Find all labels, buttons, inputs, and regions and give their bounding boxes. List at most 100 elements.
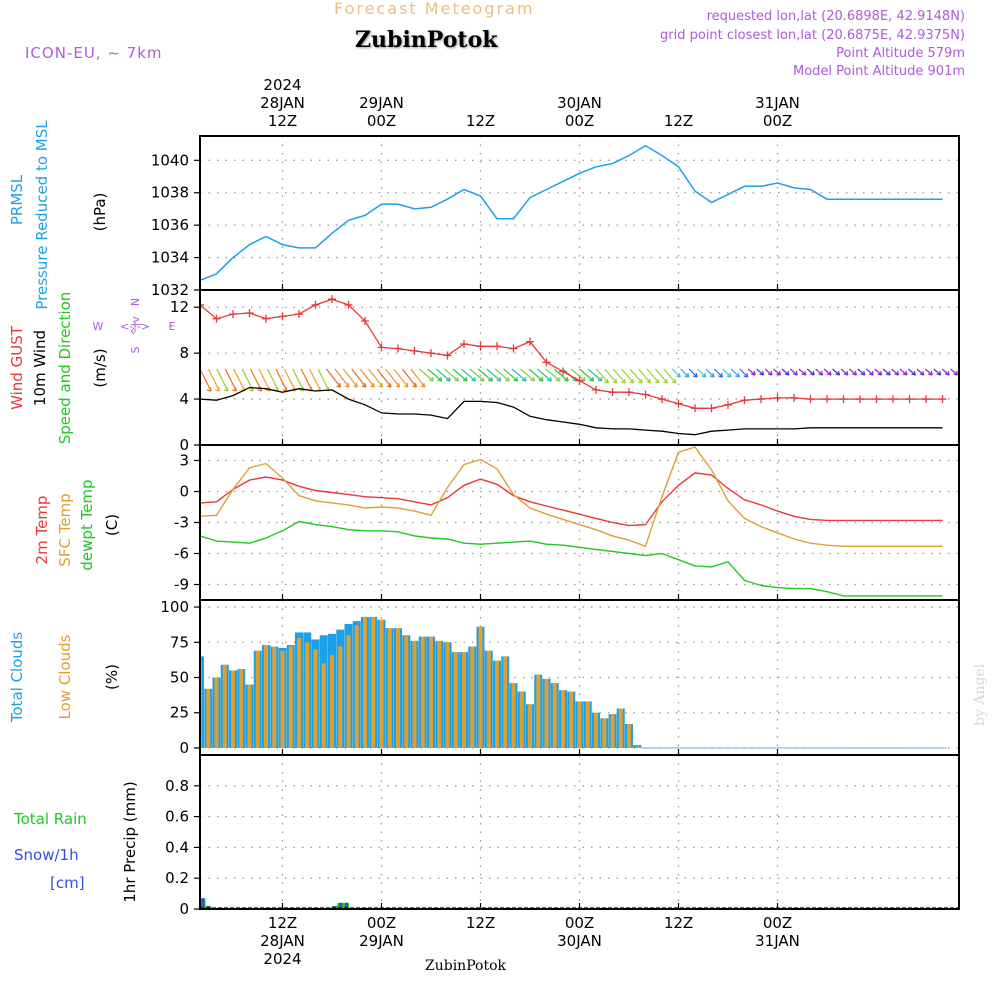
wind-arrow — [224, 368, 237, 392]
panel-wind: 0 4 8 12 — [170, 289, 960, 454]
bottom-axis-label-line — [639, 932, 719, 950]
gust-marker — [658, 395, 666, 404]
top-axis-label-line — [639, 94, 719, 112]
wind-arrow — [317, 368, 330, 392]
cloud-bar-low — [577, 701, 582, 748]
wind-arrow-head — [729, 372, 732, 378]
wind-arrow-head — [726, 375, 732, 378]
cloud-bar-low — [470, 646, 475, 748]
cloud-bar-low — [297, 638, 301, 748]
gust-marker — [790, 393, 798, 402]
wind-arrow-head — [217, 386, 221, 392]
wind-arrow — [418, 368, 434, 382]
wind-arrow-head — [674, 378, 677, 384]
wind-arrow-head — [223, 389, 229, 392]
wind-arrow-head — [863, 370, 866, 376]
gust-marker — [707, 404, 716, 413]
wind-arrow — [486, 368, 502, 382]
model-altitude: Model Point Altitude 901m — [793, 64, 965, 79]
wind-arrow-head — [821, 370, 824, 376]
gust-marker — [922, 395, 930, 404]
wind-arrow — [536, 368, 552, 382]
ylabel-temperature: (C) — [103, 514, 121, 536]
wind-arrow-head — [676, 375, 681, 378]
top-axis-label-line: 31JAN — [755, 94, 800, 112]
gust-marker — [641, 390, 650, 399]
wind-arrow-head — [720, 372, 724, 378]
cloud-bar-low — [206, 688, 211, 748]
gust-marker — [542, 358, 551, 367]
top-axis-label-line: 00Z — [564, 112, 595, 130]
wind-arrow-head — [555, 379, 560, 382]
gust-marker — [427, 349, 435, 358]
wind-arrow-head — [299, 389, 304, 392]
gust-marker — [839, 395, 848, 404]
y-tick-label: -3 — [174, 514, 189, 532]
wind-arrow-head — [583, 376, 586, 382]
wind-arrow-head — [412, 385, 417, 388]
wind-arrow-head — [695, 372, 698, 378]
wind-arrow-head — [479, 379, 485, 382]
wind-arrow-head — [629, 381, 634, 384]
cloud-bar-low — [503, 656, 508, 748]
wind-arrow-head — [787, 370, 790, 376]
wind-arrow — [300, 368, 313, 392]
cloud-bar-low — [610, 714, 615, 748]
gust-marker — [443, 351, 452, 360]
gust-marker — [262, 314, 270, 323]
wind-arrow-head — [709, 375, 715, 378]
cloud-bar-low — [272, 646, 277, 748]
wind-arrow-head — [397, 382, 401, 388]
wind-arrow — [342, 368, 358, 388]
series-line-gust — [200, 298, 943, 409]
y-tick-label: 0.4 — [165, 838, 189, 856]
y-tick-label: 100 — [160, 598, 189, 616]
wind-arrow — [891, 368, 899, 376]
wind-arrow-head — [615, 378, 618, 384]
wind-arrow — [275, 368, 288, 392]
wind-arrow — [250, 368, 263, 392]
wind-arrow-head — [513, 379, 518, 382]
wind-arrow — [806, 368, 815, 376]
wind-arrow-head — [911, 373, 916, 376]
wind-arrow — [309, 368, 322, 392]
wind-arrow-head — [364, 382, 367, 388]
wind-arrow-head — [922, 370, 925, 376]
cloud-bar-low — [231, 670, 235, 748]
wind-arrow-head — [930, 370, 933, 376]
cloud-bar-low — [536, 674, 541, 748]
wind-arrow-head — [370, 385, 375, 388]
wind-arrow-head — [564, 379, 569, 382]
cloud-bar-low — [280, 650, 285, 748]
wind-arrow-head — [386, 385, 392, 388]
wind-arrow-head — [597, 379, 603, 382]
gust-marker — [328, 295, 336, 304]
bottom-axis-label-line — [441, 932, 521, 950]
wind-arrow-head — [532, 376, 536, 382]
wind-arrow — [351, 368, 367, 388]
wind-arrow — [848, 368, 857, 376]
wind-arrow-head — [885, 373, 891, 376]
wind-arrow-head — [793, 373, 798, 376]
label-prmsl: PRMSL — [8, 174, 26, 225]
wind-arrow-head — [471, 379, 476, 382]
wind-arrow-head — [623, 378, 626, 384]
wind-arrow-head — [947, 370, 950, 376]
cloud-bar-low — [182, 652, 186, 748]
wind-arrow-head — [640, 378, 643, 384]
plot-area-temperature — [200, 446, 943, 597]
bottom-axis-label: 00Z 31JAN — [738, 914, 818, 968]
wind-arrow-head — [490, 376, 493, 382]
watermark: by Angel — [972, 663, 988, 726]
panel-frame — [199, 754, 960, 910]
wind-arrow-head — [852, 373, 857, 376]
wind-arrow — [739, 368, 749, 378]
wind-arrow-head — [423, 382, 426, 388]
wind-arrow — [629, 368, 643, 384]
label-pressure-msl: Pressure Reduced to MSL — [33, 120, 51, 310]
y-tick-label: 1032 — [151, 281, 189, 299]
wind-arrow-head — [530, 379, 535, 382]
wind-arrow-head — [843, 373, 849, 376]
wind-arrow-head — [801, 373, 806, 376]
wind-arrow-head — [637, 381, 643, 384]
